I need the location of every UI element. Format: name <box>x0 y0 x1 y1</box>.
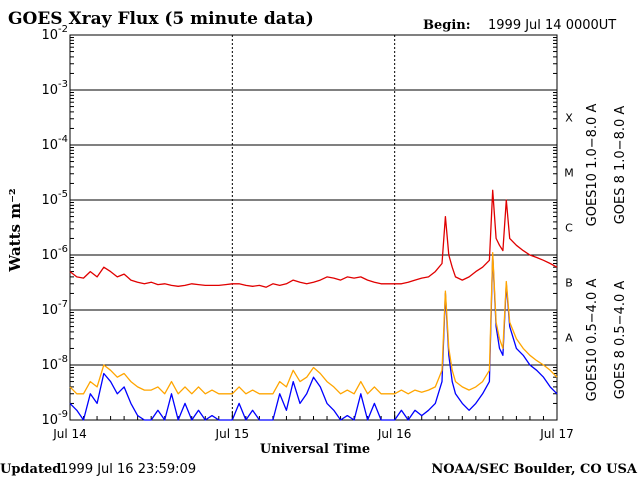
y-tick-label: 10 <box>41 83 58 98</box>
flare-class-label: C <box>565 222 573 235</box>
flare-class-label: M <box>564 167 574 180</box>
y-tick-label: 10 <box>41 193 58 208</box>
begin-value: 1999 Jul 14 0000UT <box>488 18 616 33</box>
flare-class-label: X <box>565 112 573 125</box>
y-tick-exponent: -2 <box>58 24 68 35</box>
y-tick-label: 10 <box>41 303 58 318</box>
y-tick-label: 10 <box>41 138 58 153</box>
x-tick-label: Jul 16 <box>377 427 412 441</box>
y-tick-exponent: -7 <box>58 299 68 310</box>
x-axis-ticks: Jul 14 Jul 15 Jul 16 Jul 17 <box>52 412 574 441</box>
x-tick-label: Jul 14 <box>52 427 87 441</box>
y-tick-exponent: -8 <box>58 354 68 365</box>
legend-entry: GOES 8 1.0−8.0 A <box>613 106 628 225</box>
chart-title: GOES Xray Flux (5 minute data) <box>8 9 314 29</box>
flare-class-label: A <box>565 332 573 345</box>
y-tick-exponent: -9 <box>58 409 68 420</box>
updated-label: Updated <box>0 462 61 477</box>
flare-class-labels: X M C B A <box>564 112 574 345</box>
y-tick-label: 10 <box>41 358 58 373</box>
series-lines <box>69 189 558 421</box>
y-tick-exponent: -5 <box>58 189 68 200</box>
updated-value: 1999 Jul 16 23:59:09 <box>60 462 196 477</box>
flare-class-label: B <box>565 277 573 290</box>
x-tick-label: Jul 17 <box>539 427 574 441</box>
y-tick-label: 10 <box>41 413 58 428</box>
legend-entry: GOES10 0.5−4.0 A <box>585 279 600 402</box>
y-tick-exponent: -3 <box>58 79 68 90</box>
y-axis-label: Watts m⁻² <box>6 188 24 272</box>
y-tick-label: 10 <box>41 248 58 263</box>
legend-entry: GOES 8 0.5−4.0 A <box>613 281 628 400</box>
x-axis-label: Universal Time <box>260 442 370 457</box>
legend-entry: GOES10 1.0−8.0 A <box>585 104 600 227</box>
y-tick-label: 10 <box>41 28 58 43</box>
begin-label: Begin: <box>423 18 471 33</box>
x-tick-label: Jul 15 <box>215 427 250 441</box>
series-line <box>69 252 558 395</box>
series-line <box>69 189 558 288</box>
y-axis-ticks: 10-910-810-710-610-510-410-310-2 <box>41 24 557 428</box>
y-tick-exponent: -4 <box>58 134 68 145</box>
legend: GOES10 1.0−8.0 A GOES 8 1.0−8.0 A GOES10 0… <box>585 104 628 402</box>
credit-text: NOAA/SEC Boulder, CO USA <box>431 462 638 477</box>
y-tick-exponent: -6 <box>58 244 68 255</box>
